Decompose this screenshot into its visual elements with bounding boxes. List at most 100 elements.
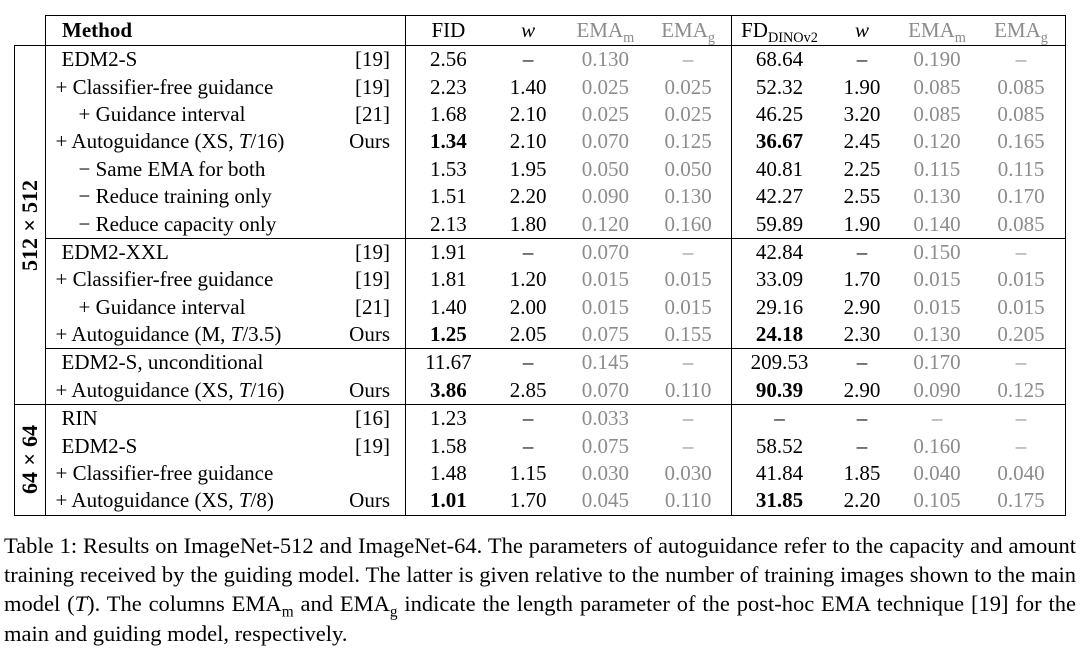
cell-ema-g1: 0.110 (664, 488, 712, 513)
method-label: RIN (61, 406, 98, 431)
metric-group-fid: 1.01 1.70 0.045 0.110 (406, 487, 732, 515)
cell-fid: 11.67 (425, 350, 472, 375)
table-row: RIN [16] 1.23 – 0.033 – – – – – (46, 405, 1066, 433)
cell-ema-m2: 0.040 (913, 461, 961, 486)
metric-group-fd: 42.84 – 0.150 – (732, 239, 1065, 266)
cell-ema-m2: 0.120 (913, 129, 961, 154)
table-row: + Guidance interval [21] 1.68 2.10 0.025 0.02… (46, 100, 1066, 129)
cell-w1: 2.00 (509, 294, 547, 319)
method-label: + Autoguidance (XS, T/16) (55, 377, 285, 402)
method-cell: − Reduce capacity only (46, 210, 406, 238)
cell-fid: 1.01 (429, 488, 467, 513)
reference-label: Ours (349, 377, 390, 402)
cell-fid: 2.56 (429, 47, 467, 72)
header-ema-m2: EMAm (908, 18, 966, 47)
metric-group-fd: – – – – (732, 405, 1065, 432)
caption-text: Table 1: Results on ImageNet-512 and Ima… (4, 533, 1076, 617)
metric-group-fd: 29.16 2.90 0.015 0.015 (732, 294, 1065, 321)
metric-group-fid: 1.48 1.15 0.030 0.030 (406, 459, 732, 488)
caption-sub-m: m (281, 603, 294, 621)
cell-ema-g2: 0.175 (997, 488, 1045, 513)
cell-ema-m1: 0.050 (581, 156, 629, 181)
reference-label: [19] (355, 267, 390, 292)
metric-group-fd: 59.89 1.90 0.140 0.085 (732, 210, 1065, 237)
cell-fd-dinov2: 29.16 (755, 294, 804, 319)
table-row: EDM2-XXL [19] 1.91 – 0.070 – 42.84 – 0.150 – (46, 238, 1066, 267)
cell-fd-dinov2: 46.25 (755, 101, 804, 126)
header-fd-dinov2: FDDINOv2 (741, 18, 818, 47)
table-body: 512×512 EDM2-S [19] 2.56 – 0.130 – 68.64 – 0.190 –… (14, 45, 1066, 516)
cell-ema-m1: 0.015 (581, 267, 629, 292)
section-blocks: EDM2-S [19] 2.56–0.130–68.64–0.190– + Class… (45, 46, 1066, 405)
cell-ema-m1: 0.033 (581, 406, 629, 431)
cell-fid: 1.25 (429, 322, 467, 347)
metric-group-fid: 1.53 1.95 0.050 0.050 (406, 155, 732, 183)
metric-group-fid: 11.67 – 0.145 – (406, 349, 732, 377)
cell-w1: 1.95 (509, 156, 547, 181)
method-cell: RIN [16] (46, 405, 406, 433)
cell-ema-m1: 0.090 (581, 184, 629, 209)
cell-fd-dinov2: 58.52 (755, 433, 804, 458)
cell-w1: – (522, 433, 534, 458)
metric-group-fd: 24.18 2.30 0.130 0.205 (732, 321, 1065, 348)
math-T: T (238, 129, 251, 154)
cell-w1: 2.85 (509, 377, 547, 402)
cell-ema-m1: 0.045 (581, 488, 629, 513)
method-label: − Same EMA for both (78, 156, 266, 181)
table-caption: Table 1: Results on ImageNet-512 and Ima… (4, 533, 1076, 646)
table-row: + Guidance interval [21] 1.40 2.00 0.015 0.01… (46, 293, 1066, 321)
table-row: EDM2-S [19] 2.56 – 0.130 – 68.64 – 0.190 – (46, 46, 1066, 74)
cell-w1: 2.10 (509, 129, 547, 154)
cell-w2: – (856, 433, 868, 458)
cell-w2: 2.25 (843, 156, 881, 181)
method-label: EDM2-S, unconditional (61, 350, 264, 375)
table-header-row: Method FID w EMAm EMAg FDDINOv2 w EMAm E… (45, 15, 1066, 45)
cell-ema-g1: 0.015 (664, 294, 712, 319)
cell-ema-g1: 0.025 (664, 101, 712, 126)
cell-fd-dinov2: 59.89 (755, 211, 804, 236)
method-cell: + Guidance interval [21] (46, 293, 406, 321)
section-side-label: 64×64 (15, 405, 46, 515)
caption-T-italic: T (74, 591, 88, 617)
cell-ema-m2: 0.160 (913, 433, 961, 458)
cell-fid: 1.68 (429, 101, 467, 126)
cell-fd-dinov2: 41.84 (755, 461, 804, 486)
cell-w2: – (856, 406, 868, 431)
method-cell: − Same EMA for both (46, 155, 406, 183)
method-cell: EDM2-XXL [19] (46, 238, 406, 267)
metric-group-fd: 41.84 1.85 0.040 0.040 (732, 460, 1065, 487)
cell-ema-m2: 0.085 (913, 74, 961, 99)
header-ema-g2: EMAg (994, 18, 1048, 47)
method-cell: − Reduce training only (46, 182, 406, 211)
table-row: + Classifier-free guidance 1.48 1.15 0.030 0… (46, 459, 1066, 488)
cell-ema-g1: 0.155 (664, 322, 712, 347)
metric-group-fid: 1.23 – 0.033 – (406, 405, 732, 433)
cell-fd-dinov2: 52.32 (755, 74, 804, 99)
metric-group-fd: 90.39 2.90 0.090 0.125 (732, 377, 1065, 404)
method-cell: + Autoguidance (XS, T/8) Ours (46, 487, 406, 515)
cell-fd-dinov2: 36.67 (755, 129, 804, 154)
header-ema-g1: EMAg (661, 18, 716, 47)
cell-ema-m1: 0.015 (581, 294, 629, 319)
cell-fd-dinov2: 68.64 (755, 47, 804, 72)
cell-ema-g2: 0.115 (997, 156, 1045, 181)
method-label: + Classifier-free guidance (55, 74, 274, 99)
reference-label: [21] (355, 101, 390, 126)
cell-ema-m2: 0.015 (913, 267, 961, 292)
cell-ema-g1: 0.050 (664, 156, 712, 181)
cell-ema-g1: – (682, 406, 694, 431)
table-section-512×512: 512×512 EDM2-S [19] 2.56 – 0.130 – 68.64 – 0.190 –… (15, 46, 1066, 405)
cell-ema-m2: 0.105 (913, 488, 961, 513)
section-blocks: RIN [16] 1.23–0.033– – – – – EDM2-S [19] 1.58–0.0… (46, 405, 1066, 515)
resolution-label: 64×64 (16, 425, 42, 495)
cell-w1: – (522, 47, 534, 72)
header-group-fid: FID w EMAm EMAg (406, 16, 732, 45)
cell-w2: 2.30 (843, 322, 881, 347)
cell-ema-g1: 0.015 (664, 267, 712, 292)
table-row: + Autoguidance (M, T/3.5) Ours 1.25 2.05 0.0… (46, 320, 1066, 349)
metric-group-fd: 209.53 – 0.170 – (732, 349, 1065, 376)
cell-fid: 1.34 (429, 129, 467, 154)
cell-ema-m1: 0.075 (581, 433, 629, 458)
cell-ema-m1: 0.025 (581, 101, 629, 126)
reference-label: Ours (349, 322, 390, 347)
